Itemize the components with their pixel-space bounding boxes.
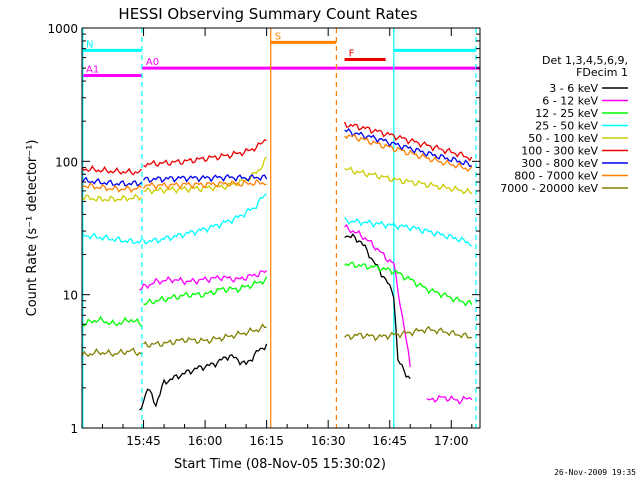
legend-label-2: 12 - 25 keV [535, 107, 598, 120]
x-tick-label-4: 16:45 [372, 434, 407, 448]
series-line-100-300-kev-2 [343, 121, 473, 162]
series-line-100-300-kev-0 [81, 165, 142, 176]
series-line-12-25-kev-1 [143, 276, 268, 306]
flag-label-n: N [86, 39, 93, 50]
legend-label-4: 50 - 100 keV [528, 132, 598, 145]
legend-header-1: FDecim 1 [576, 66, 628, 79]
series-line-3-6-kev-0 [138, 343, 268, 411]
legend-label-8: 7000 - 20000 keV [500, 182, 598, 195]
series-line-7000-20000-kev-1 [143, 323, 267, 348]
series-line-25-50-kev-0 [81, 231, 143, 245]
series-line-12-25-kev-2 [344, 261, 473, 307]
axis-layer: 15:45 16:00 16:15 16:30 16:45 17:00 1 10 100 1000 [47, 22, 480, 448]
series-line-25-50-kev-1 [142, 193, 267, 245]
x-tick-label-5: 17:00 [434, 434, 469, 448]
series-line-800-7000-kev-0 [81, 182, 142, 194]
legend-label-6: 300 - 800 keV [521, 157, 598, 170]
series-layer [81, 121, 473, 411]
series-line-300-800-kev-1 [142, 173, 268, 184]
series-line-50-100-kev-0 [81, 193, 143, 203]
chart-title: HESSI Observing Summary Count Rates [118, 5, 417, 23]
flag-label-f: F [349, 49, 355, 60]
plot-frame [81, 27, 481, 429]
y-tick-label-1: 10 [63, 289, 78, 303]
legend-label-7: 800 - 7000 keV [514, 170, 598, 183]
series-line-100-300-kev-1 [143, 139, 267, 168]
legend-header-0: Det 1,3,4,5,6,9, [542, 54, 628, 67]
y-tick-label-3: 1000 [47, 22, 78, 36]
x-tick-label-0: 15:45 [126, 434, 161, 448]
flag-label-s: S [275, 31, 281, 42]
series-line-300-800-kev-0 [81, 176, 142, 187]
y-tick-label-0: 1 [70, 422, 78, 436]
series-line-800-7000-kev-1 [142, 178, 267, 190]
series-line-7000-20000-kev-2 [344, 325, 472, 342]
series-line-6-12-kev-0 [139, 270, 268, 291]
flag-label-a1: A1 [86, 65, 99, 76]
legend-label-5: 100 - 300 keV [521, 145, 598, 158]
x-tick-label-3: 16:30 [311, 434, 346, 448]
x-axis-label: Start Time (08-Nov-05 15:30:02) [174, 457, 386, 472]
series-line-300-800-kev-2 [344, 127, 473, 168]
y-tick-label-2: 100 [55, 155, 78, 169]
legend-label-0: 3 - 6 keV [549, 82, 598, 95]
series-line-50-100-kev-2 [344, 166, 473, 195]
series-line-6-12-kev-2 [426, 394, 473, 405]
flags-layer: N A0 A1 S F [82, 31, 480, 78]
series-line-6-12-kev-1 [344, 223, 411, 367]
series-line-7000-20000-kev-0 [81, 347, 142, 358]
vertical-marker-lines [82, 28, 477, 428]
x-tick-label-1: 16:00 [188, 434, 223, 448]
y-axis-label: Count Rate (s⁻¹ detector⁻¹) [25, 140, 40, 317]
x-tick-label-2: 16:15 [249, 434, 284, 448]
series-line-3-6-kev-1 [344, 233, 411, 380]
legend-label-1: 6 - 12 keV [542, 95, 598, 108]
timestamp: 26-Nov-2009 19:35 [554, 468, 636, 477]
series-line-25-50-kev-2 [344, 217, 473, 247]
series-line-12-25-kev-0 [81, 315, 143, 327]
legend-label-3: 25 - 50 keV [535, 120, 598, 133]
series-line-800-7000-kev-2 [344, 133, 473, 172]
flag-label-a0: A0 [146, 57, 159, 68]
